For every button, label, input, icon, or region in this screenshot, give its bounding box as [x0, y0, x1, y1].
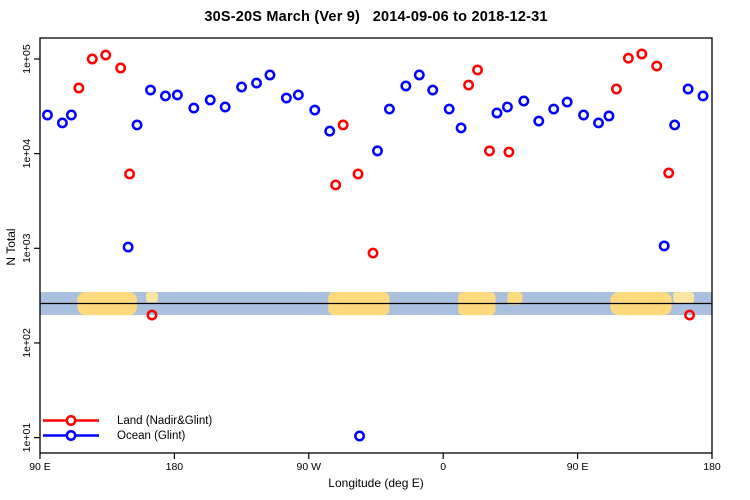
data-point-ocean: [188, 102, 200, 114]
data-point-ocean: [171, 89, 183, 101]
x-tick-label: 180: [166, 461, 184, 473]
data-point-ocean: [548, 103, 560, 115]
land-blob-new-caledonia-east: [673, 292, 695, 304]
data-point-land: [337, 119, 349, 131]
data-point-ocean: [219, 101, 231, 113]
data-point-ocean: [324, 125, 336, 137]
data-point-land: [367, 247, 379, 259]
data-point-ocean: [204, 94, 216, 106]
data-point-ocean: [593, 117, 604, 129]
data-point-ocean: [455, 122, 467, 134]
legend-label-ocean: Ocean (Glint): [117, 429, 186, 442]
data-point-land: [100, 49, 112, 61]
data-point-ocean: [56, 117, 68, 129]
land-blob-madagascar: [507, 292, 523, 305]
data-point-ocean: [372, 145, 383, 157]
data-point-ocean: [42, 109, 53, 121]
data-point-land: [86, 53, 98, 65]
data-point-land: [330, 179, 342, 191]
data-point-ocean: [264, 69, 276, 81]
x-tick-label: 180: [703, 461, 721, 473]
data-point-ocean: [669, 119, 681, 131]
legend-item-ocean: Ocean (Glint): [42, 428, 212, 443]
chart-title: 30S-20S March (Ver 9) 2014-09-06 to 2018…: [204, 9, 548, 25]
legend-symbol-ocean: [43, 430, 99, 441]
data-point-land: [146, 309, 158, 321]
data-point-ocean: [400, 80, 412, 92]
data-point-ocean: [518, 95, 530, 107]
data-point-ocean: [413, 69, 425, 81]
data-point-ocean: [533, 115, 545, 127]
data-point-land: [472, 64, 483, 76]
x-axis-title: Longitude (deg E): [328, 476, 424, 490]
data-point-ocean: [354, 430, 366, 442]
y-tick-label: 1e+05: [21, 44, 33, 74]
data-point-land: [636, 48, 648, 60]
data-point-ocean: [131, 119, 143, 131]
x-tick-label: 90 E: [567, 461, 589, 473]
data-point-land: [73, 82, 85, 94]
data-point-ocean: [603, 110, 615, 122]
data-point-ocean: [697, 90, 709, 102]
data-point-ocean: [65, 109, 77, 121]
land-blob-new-caledonia-west: [146, 292, 158, 303]
data-point-ocean: [491, 107, 503, 119]
data-point-ocean: [578, 109, 590, 121]
legend-item-land: Land (Nadir&Glint): [42, 413, 212, 428]
plot-border: [39, 37, 713, 454]
x-tick-label: 90 W: [297, 461, 322, 473]
data-point-ocean: [427, 84, 439, 96]
data-point-land: [651, 60, 663, 72]
data-point-ocean: [682, 83, 694, 95]
data-point-land: [663, 167, 675, 179]
y-tick-label: 1e+03: [21, 233, 33, 263]
x-tick-label: 90 E: [29, 461, 51, 473]
data-point-land: [352, 168, 364, 180]
data-point-land: [610, 83, 622, 95]
legend-symbol-land: [43, 415, 99, 426]
data-point-land: [622, 52, 634, 64]
data-point-land: [484, 145, 495, 157]
data-point-land: [115, 62, 127, 74]
y-tick-label: 1e+04: [21, 139, 33, 169]
data-point-ocean: [145, 84, 156, 96]
data-point-land: [503, 146, 515, 158]
data-point-ocean: [236, 81, 248, 93]
legend-label-land: Land (Nadir&Glint): [117, 414, 213, 427]
data-point-ocean: [159, 90, 171, 102]
data-point-land: [684, 309, 696, 321]
data-point-ocean: [561, 96, 573, 108]
x-tick-label: 0: [440, 461, 446, 473]
data-point-ocean: [122, 241, 134, 253]
data-point-ocean: [251, 77, 262, 89]
data-point-ocean: [383, 103, 395, 115]
data-point-ocean: [280, 92, 292, 104]
data-point-ocean: [658, 240, 670, 252]
y-tick-label: 1e+02: [21, 328, 33, 358]
data-point-ocean: [501, 101, 513, 113]
y-tick-label: 1e+01: [21, 423, 33, 453]
data-point-ocean: [292, 89, 304, 101]
data-point-ocean: [443, 103, 455, 115]
data-point-land: [124, 168, 136, 180]
legend: Land (Nadir&Glint) Ocean (Glint): [42, 413, 212, 443]
data-point-land: [463, 79, 475, 91]
data-point-ocean: [309, 104, 321, 116]
